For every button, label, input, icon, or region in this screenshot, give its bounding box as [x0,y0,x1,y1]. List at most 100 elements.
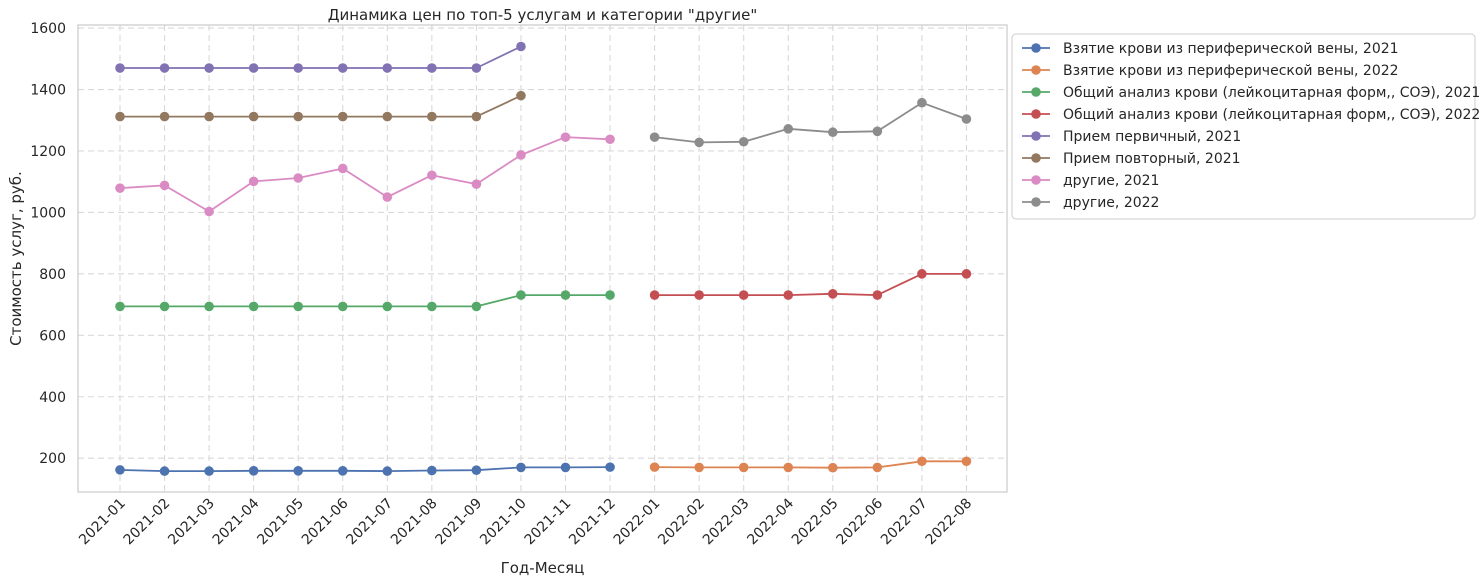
data-point [605,134,615,145]
data-point [872,462,883,473]
data-point [337,301,348,312]
y-tick-label: 400 [39,390,66,406]
series-layer [115,41,972,476]
data-point [115,465,125,475]
data-point [738,290,749,300]
chart-title: Динамика цен по топ-5 услугам и категори… [328,6,758,24]
legend-marker [1031,65,1041,75]
data-point [115,63,125,73]
x-tick-label: 2021-12 [566,496,619,549]
data-point [516,90,526,101]
legend-entry: другие, 2021 [1022,173,1159,189]
data-point [204,206,214,217]
data-point [427,465,437,476]
legend-entry: Взятие крови из периферической вены, 202… [1022,41,1399,57]
data-point [159,301,170,312]
x-tick-label: 2021-07 [343,496,396,549]
data-point [382,111,393,122]
data-point [917,456,927,467]
legend-marker [1031,43,1041,53]
series-7 [115,132,615,217]
data-point [471,301,482,312]
x-tick-label: 2021-05 [254,496,307,549]
legend-entry: Общий анализ крови (лейкоцитарная форм,,… [1022,107,1480,123]
data-point [694,462,704,473]
data-point [560,290,571,300]
y-tick-label: 1000 [30,205,66,221]
legend-entry: Взятие крови из периферической вены, 202… [1022,63,1399,79]
data-point [337,111,348,122]
legend-label: Прием первичный, 2021 [1063,129,1241,145]
data-point [917,269,927,279]
series-line [120,94,522,118]
legend-marker [1031,87,1041,97]
legend-label: другие, 2022 [1063,195,1159,211]
series-4 [649,269,972,300]
series-line [120,45,522,69]
series-line [119,136,611,213]
data-point [961,456,972,467]
legend-label: Общий анализ крови (лейкоцитарная форм,,… [1063,107,1480,123]
data-point [605,290,615,300]
data-point [917,97,927,108]
x-tick-label: 2021-03 [165,496,218,549]
data-point [649,290,660,300]
legend-marker [1031,197,1041,207]
data-point [337,163,348,174]
y-tick-label: 1400 [30,83,66,99]
plot-frame [77,24,1008,493]
data-point [159,63,170,73]
data-point [337,63,348,73]
data-point [204,301,214,312]
data-point [293,173,304,183]
data-point [248,466,259,476]
data-point [159,180,170,191]
data-point [961,114,972,124]
series-6 [115,90,526,122]
x-tick-label: 2021-10 [477,496,530,549]
legend-label: Взятие крови из периферической вены, 202… [1063,41,1399,57]
data-point [293,111,304,122]
data-point [471,179,482,189]
legend-label: Прием повторный, 2021 [1063,151,1241,167]
y-tick-label: 200 [39,451,66,467]
legend-marker [1031,131,1041,141]
x-tick-label: 2022-07 [878,496,931,549]
series-line [120,294,610,308]
series-line [119,466,611,473]
data-point [293,301,304,312]
data-point [872,290,883,300]
data-point [649,132,660,142]
legend-entry: Прием первичный, 2021 [1022,129,1241,145]
data-point [471,111,482,122]
data-point [471,465,482,475]
data-point [828,127,838,138]
x-tick-label: 2021-02 [121,496,174,549]
x-tick-labels: 2021-012021-022021-032021-042021-052021-… [76,495,975,548]
data-point [961,269,972,279]
data-point [115,111,125,122]
x-tick-label: 2021-11 [522,496,575,549]
x-tick-label: 2021-06 [299,495,352,548]
data-point [382,466,393,476]
x-tick-label: 2021-09 [433,496,486,549]
data-point [248,63,259,73]
data-point [605,462,615,472]
data-point [204,111,214,122]
y-tick-label: 1200 [30,144,66,160]
legend-label: другие, 2021 [1063,173,1159,189]
legend-marker [1031,109,1041,119]
data-point [159,466,170,476]
legend-entry: Прием повторный, 2021 [1022,151,1241,167]
x-tick-label: 2021-01 [76,496,129,549]
y-axis-label: Стоимость услуг, руб. [7,171,25,346]
series-8 [649,97,972,148]
legend: Взятие крови из периферической вены, 202… [1011,33,1480,220]
x-tick-label: 2022-06 [833,495,886,548]
data-point [337,466,348,476]
data-point [516,41,526,52]
data-point [248,301,259,312]
series-line [654,101,967,144]
